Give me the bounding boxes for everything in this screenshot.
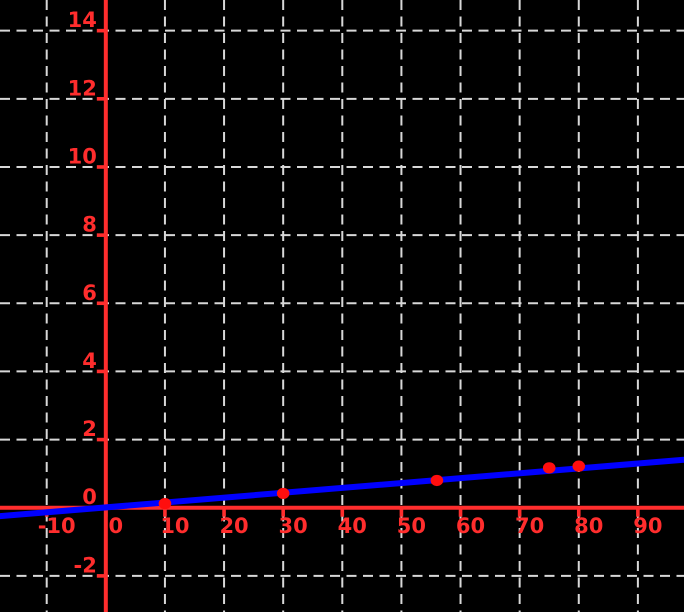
x-tick-label-90: 90 [633, 514, 662, 538]
x-tick-label-80: 80 [574, 514, 603, 538]
data-point-1 [276, 487, 290, 500]
y-tick-label-8: 8 [82, 213, 97, 237]
data-point-3 [542, 462, 556, 474]
x-tick-label-0: 0 [109, 514, 124, 538]
x-tick-label-50: 50 [397, 514, 426, 538]
y-tick-label-6: 6 [82, 281, 97, 305]
x-tick-label-70: 70 [515, 514, 544, 538]
x-tick-label-40: 40 [338, 514, 367, 538]
y-tick-label-0: 0 [82, 485, 97, 509]
data-point-4 [572, 460, 586, 472]
x-tick-label-20: 20 [219, 514, 248, 538]
y-tick-label-14: 14 [68, 8, 97, 32]
y-tick-label-4: 4 [82, 349, 97, 373]
y-tick-label-12: 12 [68, 76, 97, 100]
x-tick-label-10: 10 [160, 514, 189, 538]
data-point-2 [430, 474, 444, 487]
y-tick-label--2: -2 [73, 553, 96, 577]
y-tick-label-2: 2 [82, 417, 97, 441]
x-tick-label-30: 30 [279, 514, 308, 538]
x-tick-label--10: -10 [38, 514, 76, 538]
data-point-0 [158, 498, 172, 510]
trend-line [0, 456, 684, 520]
x-tick-label-60: 60 [456, 514, 485, 538]
y-tick-label-10: 10 [68, 144, 97, 168]
